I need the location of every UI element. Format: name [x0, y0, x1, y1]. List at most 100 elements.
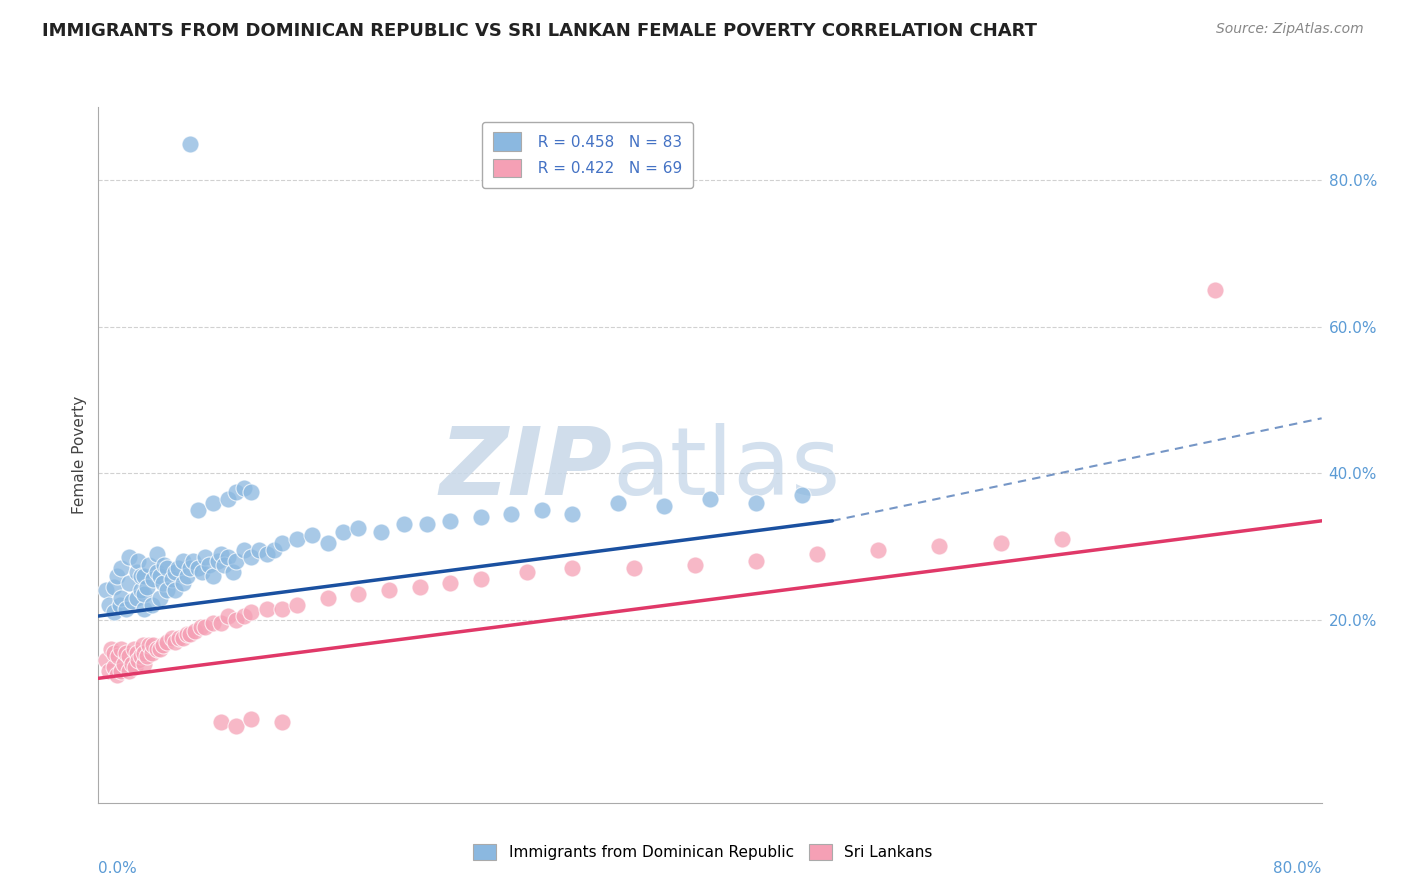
Point [149, 568, 172, 582]
Point [184, 624, 207, 638]
Point [222, 565, 245, 579]
Point [118, 576, 141, 591]
Point [134, 587, 156, 601]
Point [149, 642, 172, 657]
Point [156, 583, 179, 598]
Point [623, 561, 645, 575]
Point [202, 568, 225, 582]
Point [172, 554, 194, 568]
Point [745, 554, 768, 568]
Point [212, 558, 235, 572]
Point [110, 561, 132, 575]
Point [179, 627, 201, 641]
Point [134, 657, 156, 671]
Text: 80.0%: 80.0% [1274, 862, 1322, 877]
Point [202, 616, 225, 631]
Point [160, 573, 183, 587]
Point [121, 594, 143, 608]
Point [209, 715, 232, 730]
Point [207, 554, 229, 568]
Point [561, 507, 583, 521]
Point [138, 638, 160, 652]
Point [217, 550, 239, 565]
Point [516, 565, 538, 579]
Point [136, 649, 159, 664]
Legend: Immigrants from Dominican Republic, Sri Lankans: Immigrants from Dominican Republic, Sri … [467, 838, 939, 866]
Point [990, 536, 1012, 550]
Point [172, 576, 194, 591]
Point [1204, 283, 1226, 297]
Point [138, 558, 160, 572]
Point [118, 649, 141, 664]
Point [179, 136, 201, 151]
Point [169, 631, 191, 645]
Point [103, 606, 125, 620]
Text: 0.0%: 0.0% [98, 862, 138, 877]
Point [285, 532, 308, 546]
Point [124, 660, 146, 674]
Point [132, 638, 155, 652]
Point [156, 561, 179, 575]
Point [176, 627, 198, 641]
Point [115, 646, 138, 660]
Point [416, 517, 439, 532]
Point [217, 491, 239, 506]
Point [125, 646, 148, 660]
Point [149, 591, 172, 605]
Point [347, 521, 370, 535]
Point [134, 646, 156, 660]
Point [191, 565, 214, 579]
Point [145, 547, 167, 561]
Point [928, 540, 950, 554]
Text: Source: ZipAtlas.com: Source: ZipAtlas.com [1216, 22, 1364, 37]
Point [110, 642, 132, 657]
Point [683, 558, 706, 572]
Point [107, 649, 129, 664]
Point [167, 561, 190, 575]
Point [225, 613, 247, 627]
Y-axis label: Female Poverty: Female Poverty [72, 396, 87, 514]
Point [470, 573, 492, 587]
Point [256, 547, 278, 561]
Point [745, 495, 768, 509]
Point [163, 583, 186, 598]
Point [790, 488, 813, 502]
Point [127, 554, 149, 568]
Point [699, 491, 721, 506]
Point [270, 601, 292, 615]
Point [470, 510, 492, 524]
Point [240, 484, 263, 499]
Point [129, 649, 152, 664]
Point [152, 638, 174, 652]
Point [125, 565, 148, 579]
Point [122, 642, 145, 657]
Point [118, 550, 141, 565]
Point [378, 583, 401, 598]
Point [301, 528, 323, 542]
Point [392, 517, 416, 532]
Point [202, 495, 225, 509]
Point [217, 609, 239, 624]
Point [225, 719, 247, 733]
Point [197, 558, 219, 572]
Point [225, 554, 247, 568]
Point [156, 634, 179, 648]
Point [121, 657, 143, 671]
Point [98, 598, 121, 612]
Text: ZIP: ZIP [439, 423, 612, 515]
Point [408, 580, 430, 594]
Point [270, 536, 292, 550]
Point [179, 561, 201, 575]
Point [225, 484, 247, 499]
Point [160, 631, 183, 645]
Point [232, 609, 254, 624]
Point [105, 667, 128, 681]
Point [607, 495, 630, 509]
Point [172, 631, 194, 645]
Point [163, 565, 186, 579]
Text: IMMIGRANTS FROM DOMINICAN REPUBLIC VS SRI LANKAN FEMALE POVERTY CORRELATION CHAR: IMMIGRANTS FROM DOMINICAN REPUBLIC VS SR… [42, 22, 1038, 40]
Point [98, 664, 121, 678]
Legend:   R = 0.458   N = 83,   R = 0.422   N = 69: R = 0.458 N = 83, R = 0.422 N = 69 [482, 121, 693, 188]
Point [232, 481, 254, 495]
Point [134, 568, 156, 582]
